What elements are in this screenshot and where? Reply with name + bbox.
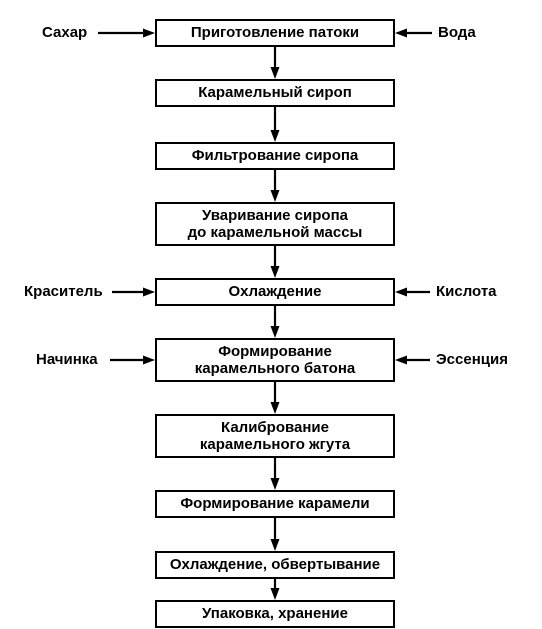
process-box-b1: Приготовление патоки	[155, 19, 395, 47]
input-label-s2: Вода	[438, 24, 476, 41]
input-label-s3: Краситель	[24, 283, 103, 300]
process-box-b10: Упаковка, хранение	[155, 600, 395, 628]
input-label-s1: Сахар	[42, 24, 87, 41]
process-box-b3: Фильтрование сиропа	[155, 142, 395, 170]
process-box-b8: Формирование карамели	[155, 490, 395, 518]
process-box-b9: Охлаждение, обвертывание	[155, 551, 395, 579]
input-label-s5: Начинка	[36, 351, 98, 368]
flowchart-stage: Приготовление патоки Карамельный сироп Фил…	[0, 0, 542, 629]
input-label-s6: Эссенция	[436, 351, 508, 368]
input-label-s4: Кислота	[436, 283, 497, 300]
process-box-b4: Уваривание сиропа до карамельной массы	[155, 202, 395, 246]
process-box-b5: Охлаждение	[155, 278, 395, 306]
process-box-b7: Калибрование карамельного жгута	[155, 414, 395, 458]
process-box-b2: Карамельный сироп	[155, 79, 395, 107]
process-box-b6: Формирование карамельного батона	[155, 338, 395, 382]
